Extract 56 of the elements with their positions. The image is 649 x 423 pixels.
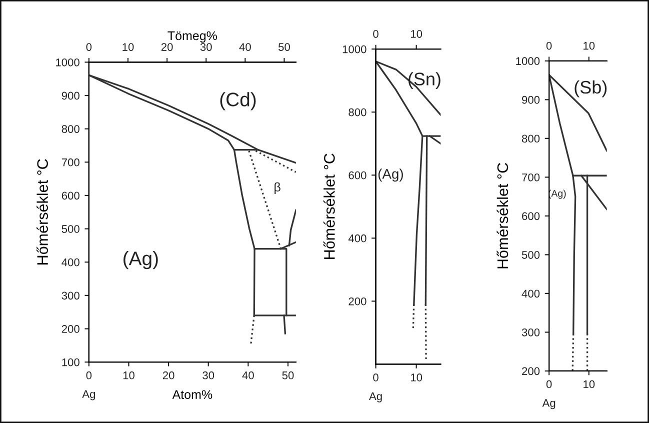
x2-tick-label: 10: [122, 43, 134, 51]
text: Ag: [542, 399, 556, 410]
y-tick-label: 1000: [342, 45, 366, 54]
x2-axis-title: Tömeg%: [168, 31, 217, 43]
x2-tick-label: 0: [546, 42, 552, 50]
y-tick-label: 700: [62, 158, 80, 166]
annotation: (Ag): [124, 251, 158, 270]
annotation: β: [274, 182, 280, 194]
x-tick-label: 40: [242, 371, 254, 380]
y-tick-label: 200: [522, 367, 540, 376]
x-tick-label: 0: [86, 371, 92, 380]
text: Ag: [82, 390, 95, 400]
y-tick-label: 600: [62, 192, 80, 200]
x2-tick-label: 0: [86, 43, 92, 51]
annotation: (Ag): [378, 168, 403, 182]
x-tick-label: 10: [123, 371, 134, 380]
y-axis-title: Hőmérséklet °C: [323, 154, 335, 259]
x2-tick-label: 20: [161, 43, 173, 51]
x2-tick-label: 10: [584, 42, 595, 50]
x2-tick-label: 50: [278, 43, 290, 51]
y-tick-label: 600: [348, 171, 366, 180]
x2-tick-label: 40: [239, 43, 251, 51]
text: Ag: [369, 392, 382, 402]
x-tick-label: 50: [282, 371, 294, 380]
x-tick-label: 30: [202, 371, 214, 380]
x-tick-label: 10: [411, 374, 422, 382]
y-axis-title: Hőmérséklet °C: [36, 159, 48, 264]
annotation: (Sn): [408, 72, 440, 89]
y-tick-label: 500: [522, 250, 540, 259]
annotation: (Cd): [220, 92, 256, 110]
y-tick-label: 1000: [516, 57, 540, 66]
y-tick-label: 800: [62, 125, 80, 133]
y-tick-label: 400: [348, 234, 366, 242]
x-tick-label: 0: [373, 374, 378, 382]
y-tick-label: 800: [348, 108, 366, 116]
y-axis-title: Hőmérséklet °C: [496, 162, 508, 268]
x2-tick-label: 30: [200, 43, 212, 51]
x2-tick-label: 0: [373, 30, 378, 38]
y-tick-label: 500: [62, 225, 80, 233]
y-tick-label: 700: [522, 173, 540, 182]
y-tick-label: 300: [522, 328, 540, 336]
y-tick-label: 800: [522, 134, 540, 143]
y-tick-label: 300: [62, 292, 80, 300]
x2-tick-label: 10: [411, 30, 422, 38]
x-tick-label: 20: [162, 371, 174, 380]
y-tick-label: 1000: [56, 58, 80, 66]
y-tick-label: 100: [62, 358, 80, 366]
y-tick-label: 900: [522, 96, 540, 104]
y-tick-label: 200: [348, 297, 366, 306]
y-tick-label: 200: [62, 325, 80, 333]
y-tick-label: 400: [522, 290, 540, 298]
x-axis-title: Atom%: [172, 390, 212, 399]
annotation: (Sb): [574, 80, 607, 98]
y-tick-label: 400: [62, 258, 80, 266]
y-tick-label: 600: [522, 212, 540, 220]
y-tick-label: 900: [62, 92, 80, 100]
